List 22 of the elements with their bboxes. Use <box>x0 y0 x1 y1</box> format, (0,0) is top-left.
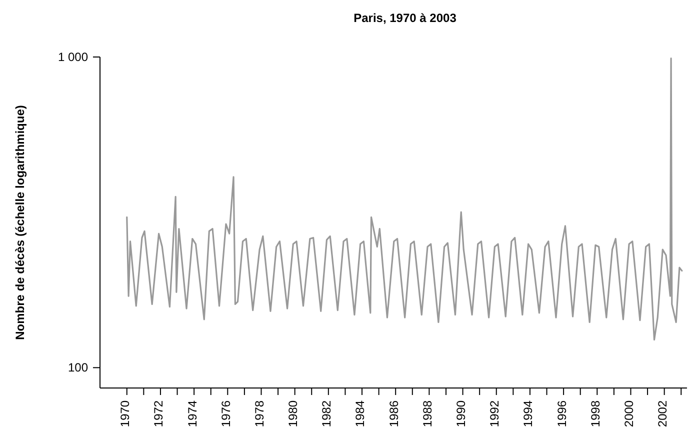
x-tick-label: 1988 <box>420 400 434 428</box>
x-tick-label: 1998 <box>588 400 602 428</box>
chart-title: Paris, 1970 à 2003 <box>354 11 457 25</box>
x-tick-label: 1976 <box>218 400 233 428</box>
x-tick-label: 1996 <box>554 400 569 428</box>
x-tick-label: 1980 <box>286 400 300 428</box>
x-tick-label: 1974 <box>185 400 200 428</box>
x-tick-label: 1970 <box>118 400 132 428</box>
y-tick-label: 100 <box>68 360 88 374</box>
x-tick-label: 1982 <box>320 400 334 428</box>
x-tick-label: 2000 <box>622 400 636 428</box>
x-tick-label: 1978 <box>252 400 266 428</box>
x-tick-label: 1994 <box>521 400 536 428</box>
x-tick-label: 1972 <box>152 400 166 428</box>
y-axis-title: Nombre de décès (échelle logarithmique) <box>13 105 27 340</box>
x-tick-label: 1984 <box>353 400 368 428</box>
y-tick-label: 1 000 <box>58 50 88 64</box>
x-tick-label: 1990 <box>454 400 468 428</box>
x-tick-label: 1986 <box>386 400 401 428</box>
x-tick-label: 2002 <box>656 400 670 428</box>
line-series <box>126 58 683 341</box>
x-tick-label: 1992 <box>488 400 502 428</box>
